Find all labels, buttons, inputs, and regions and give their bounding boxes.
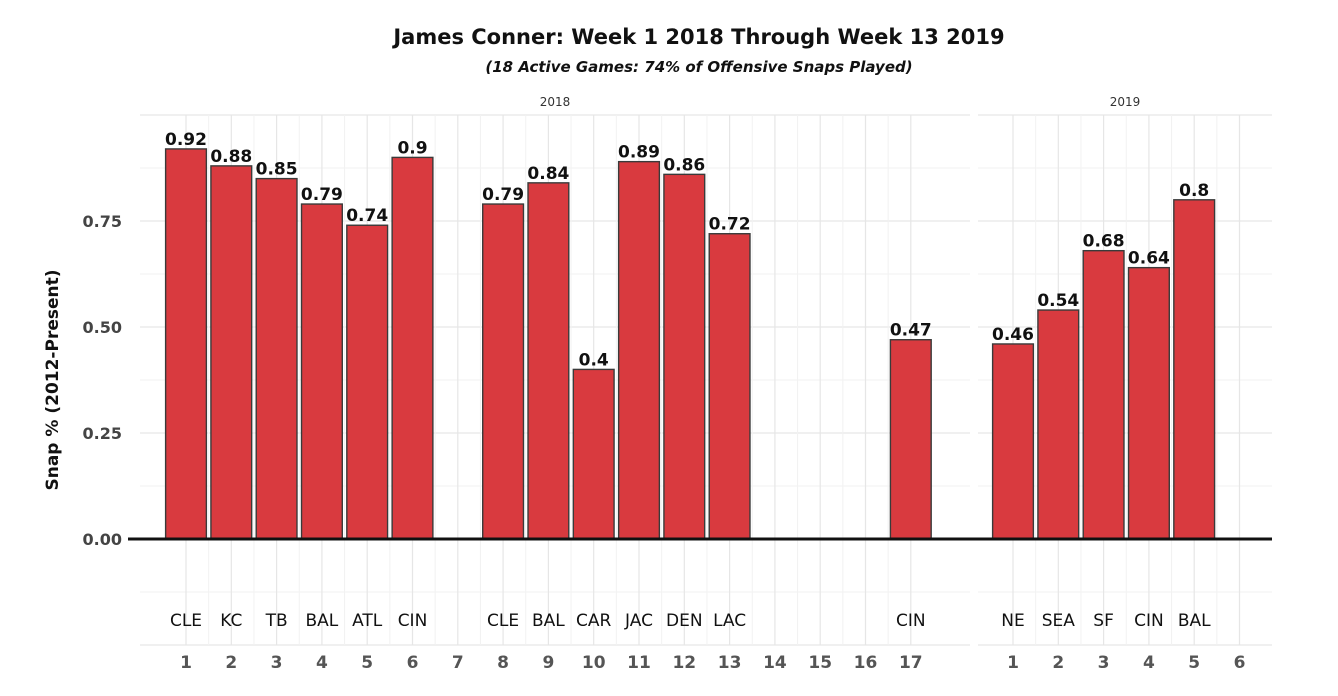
x-tick-label: 3 [271,653,283,673]
bar [1127,266,1170,540]
bar-value-label: 0.8 [1179,181,1209,201]
x-tick-label: 14 [763,653,787,673]
panel-strip-label: 2018 [540,95,571,109]
x-tick-label: 4 [316,653,328,673]
bar [300,203,343,540]
chart-subtitle: (18 Active Games: 74% of Offensive Snaps… [485,58,912,76]
x-tick-label: 10 [582,653,606,673]
opponent-label: CLE [487,611,519,631]
bar-value-label: 0.68 [1083,232,1125,252]
bar [255,177,298,540]
bar [346,224,389,540]
bar [527,182,570,540]
x-tick-label: 2 [225,653,237,673]
opponent-label: LAC [713,611,746,631]
y-tick-label: 0.75 [83,212,122,231]
bar-value-label: 0.88 [210,147,252,167]
bar [482,203,525,540]
opponent-label: CIN [398,611,428,631]
bar [1037,309,1080,540]
bar-value-label: 0.46 [992,325,1034,345]
x-tick-label: 2 [1052,653,1064,673]
x-tick-label: 5 [361,653,373,673]
opponent-label: BAL [532,611,565,631]
bar-value-label: 0.74 [346,206,388,226]
x-tick-label: 7 [452,653,464,673]
x-tick-label: 1 [1007,653,1019,673]
bar [889,339,932,540]
bar [663,173,706,540]
y-tick-label: 0.25 [83,424,122,443]
bar-value-label: 0.64 [1128,249,1170,269]
bar [708,233,751,540]
x-tick-label: 8 [497,653,509,673]
bar-value-label: 0.47 [890,321,932,341]
opponent-label: SEA [1042,611,1076,631]
x-tick-label: 6 [1234,653,1246,673]
opponent-label: SF [1093,611,1114,631]
x-tick-label: 9 [542,653,554,673]
y-tick-label: 0.00 [83,530,122,549]
opponent-label: CIN [1134,611,1164,631]
x-tick-label: 12 [672,653,696,673]
opponent-label: TB [265,611,288,631]
bar-value-label: 0.89 [618,143,660,163]
bar-value-label: 0.54 [1037,291,1079,311]
opponent-label: BAL [1178,611,1211,631]
bar-value-label: 0.4 [579,350,609,370]
opponent-label: DEN [666,611,703,631]
bar-value-label: 0.85 [256,160,298,180]
x-tick-label: 3 [1098,653,1110,673]
x-tick-label: 16 [854,653,878,673]
x-tick-label: 11 [627,653,651,673]
x-tick-label: 4 [1143,653,1155,673]
opponent-label: KC [220,611,242,631]
y-axis-label: Snap % (2012-Present) [43,269,63,490]
x-tick-label: 6 [407,653,419,673]
bar [391,156,434,540]
x-tick-label: 13 [718,653,742,673]
opponent-label: BAL [306,611,339,631]
bar-value-label: 0.92 [165,130,207,150]
chart-title: James Conner: Week 1 2018 Through Week 1… [391,25,1004,49]
opponent-label: NE [1001,611,1024,631]
y-tick-label: 0.50 [83,318,122,337]
x-tick-label: 17 [899,653,923,673]
bar [1173,199,1216,540]
bar [991,343,1035,540]
bar-value-label: 0.9 [397,138,427,158]
bar [210,165,253,540]
opponent-label: ATL [352,611,383,631]
opponent-label: JAC [624,611,653,631]
bar-value-label: 0.72 [709,215,751,235]
bar [164,148,208,540]
panel-strip-label: 2019 [1110,95,1141,109]
x-tick-label: 5 [1188,653,1200,673]
bar [1082,249,1125,540]
x-tick-label: 1 [180,653,192,673]
bar-value-label: 0.86 [663,155,705,175]
bar-value-label: 0.79 [482,185,524,205]
bar [617,160,661,540]
bar-value-label: 0.84 [527,164,569,184]
opponent-label: CIN [896,611,926,631]
bar [572,368,615,540]
x-tick-label: 15 [808,653,832,673]
opponent-label: CLE [170,611,202,631]
opponent-label: CAR [576,611,611,631]
bar-value-label: 0.79 [301,185,343,205]
